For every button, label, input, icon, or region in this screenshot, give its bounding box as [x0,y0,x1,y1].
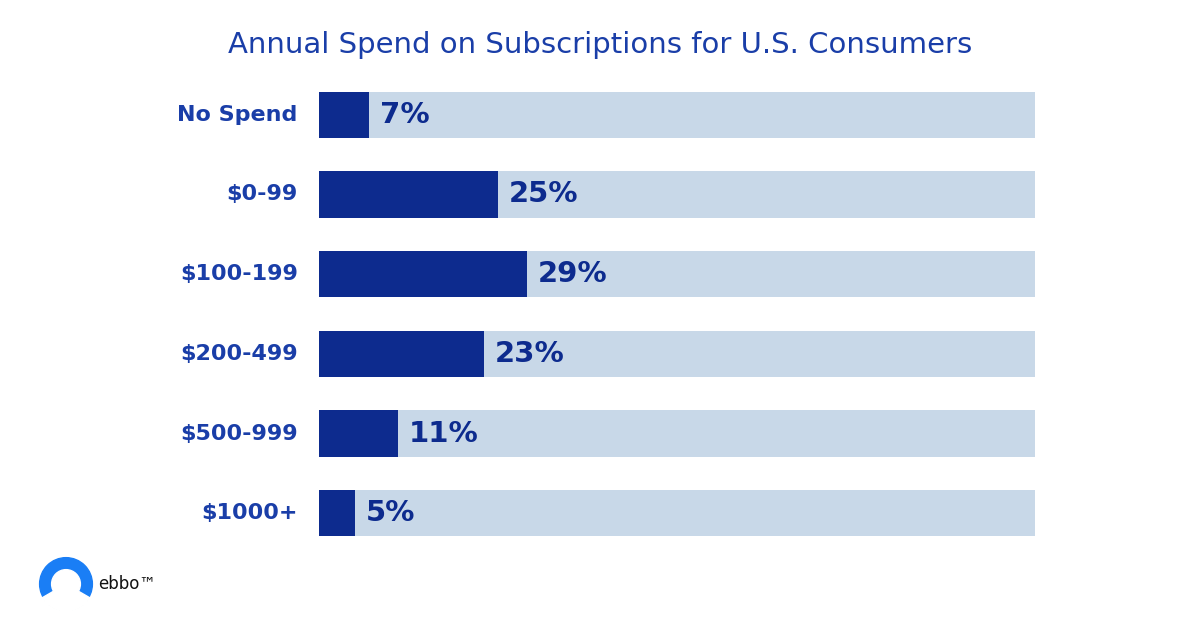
Bar [319,92,1034,138]
Bar [319,490,1034,536]
Text: $0-99: $0-99 [227,185,298,204]
Text: 29%: 29% [538,260,607,288]
Bar [319,171,498,217]
Text: $500-999: $500-999 [180,424,298,443]
Text: ebbo™: ebbo™ [98,575,156,593]
Text: Annual Spend on Subscriptions for U.S. Consumers: Annual Spend on Subscriptions for U.S. C… [228,31,972,60]
Text: $200-499: $200-499 [180,344,298,364]
Bar [319,411,398,457]
Bar [319,251,1034,297]
Circle shape [52,570,80,598]
Circle shape [40,558,92,610]
Bar [319,331,484,377]
Text: $1000+: $1000+ [202,504,298,523]
Bar [319,171,1034,217]
Text: 25%: 25% [509,180,578,208]
Wedge shape [42,584,90,612]
Text: 11%: 11% [408,420,479,448]
Bar [319,251,527,297]
Text: 5%: 5% [366,499,415,528]
Text: No Spend: No Spend [178,105,298,124]
Bar [319,490,355,536]
Text: 23%: 23% [494,340,564,368]
Bar [319,331,1034,377]
Text: 7%: 7% [380,100,430,129]
Text: $100-199: $100-199 [180,264,298,284]
Bar [319,92,370,138]
Bar [319,411,1034,457]
